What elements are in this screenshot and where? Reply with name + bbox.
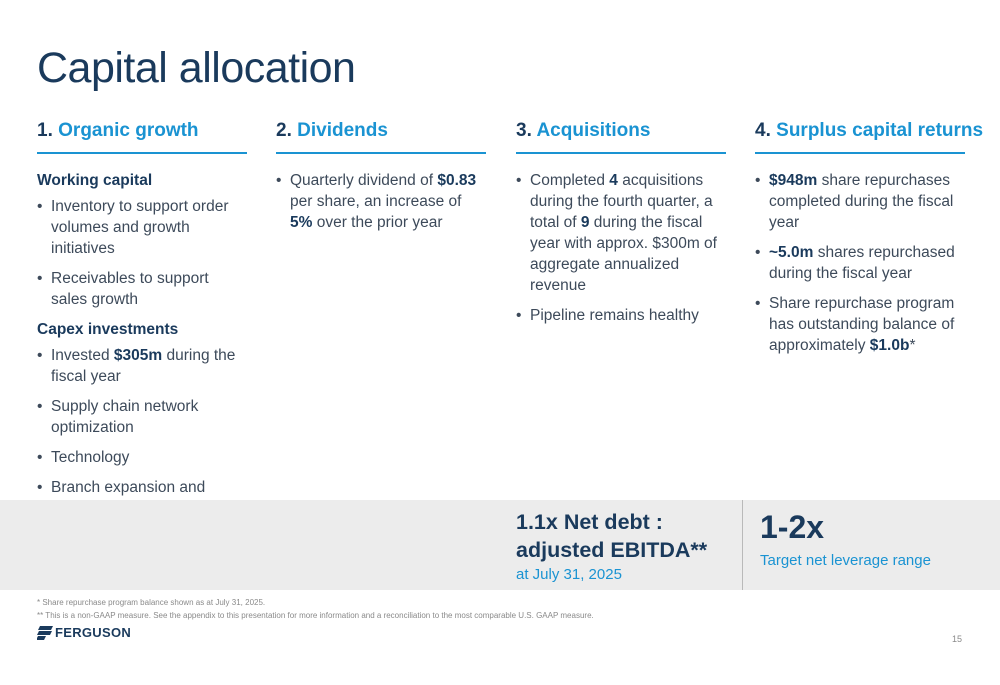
metrics-divider	[742, 500, 743, 590]
bullet-item: $948m share repurchases completed during…	[755, 170, 965, 233]
target-leverage-metric: 1-2x Target net leverage range	[760, 508, 980, 569]
subheading-working-capital: Working capital	[37, 172, 153, 189]
bullet-item: Quarterly dividend of $0.83 per share, a…	[276, 170, 486, 233]
column-surplus-capital-returns: 4. Surplus capital returns $948m share r…	[755, 120, 983, 365]
heading-text: Dividends	[297, 120, 388, 141]
bullet-item: Invested $305m during the fiscal year	[37, 345, 247, 387]
bullet-item: Technology	[37, 447, 247, 468]
bullet-item: Pipeline remains healthy	[516, 305, 726, 326]
highlight-value: $305m	[113, 347, 163, 364]
column-heading: 4. Surplus capital returns	[755, 120, 983, 154]
bullet-list: Inventory to support order volumes and g…	[37, 196, 247, 310]
bullet-list: Invested $305m during the fiscal year Su…	[37, 345, 247, 519]
subheading-capex: Capex investments	[37, 321, 179, 338]
column-acquisitions: 3. Acquisitions Completed 4 acquisitions…	[516, 120, 726, 335]
bullet-item: Share repurchase program has outstanding…	[755, 293, 965, 356]
heading-text: Organic growth	[58, 120, 199, 141]
highlight-value: $0.83	[437, 172, 477, 189]
footnote-2: ** This is a non-GAAP measure. See the a…	[37, 611, 594, 620]
highlight-value: 9	[580, 214, 590, 231]
leverage-line-2: adjusted EBITDA**	[516, 538, 708, 562]
highlight-value: 4	[609, 172, 618, 189]
bullet-list: Completed 4 acquisitions during the four…	[516, 170, 726, 326]
target-label: Target net leverage range	[760, 552, 931, 569]
heading-text: Acquisitions	[536, 120, 651, 141]
net-leverage-metric: 1.1x Net debt : adjusted EBITDA** at Jul…	[516, 508, 736, 583]
logo-wordmark: FERGUSON	[55, 625, 132, 640]
bullet-item: Supply chain network optimization	[37, 396, 247, 438]
footnote-1: * Share repurchase program balance shown…	[37, 598, 266, 607]
leverage-line-1: 1.1x Net debt :	[516, 510, 663, 534]
logo-mark-icon	[37, 625, 53, 640]
bullet-list: $948m share repurchases completed during…	[755, 170, 965, 356]
column-heading: 1. Organic growth	[37, 120, 247, 154]
column-heading: 3. Acquisitions	[516, 120, 726, 154]
bullet-item: Completed 4 acquisitions during the four…	[516, 170, 726, 296]
bullet-item: Receivables to support sales growth	[37, 268, 247, 310]
metrics-band	[0, 500, 1000, 590]
bullet-list: Quarterly dividend of $0.83 per share, a…	[276, 170, 486, 233]
column-heading: 2. Dividends	[276, 120, 486, 154]
heading-text: Surplus capital returns	[776, 120, 984, 141]
column-dividends: 2. Dividends Quarterly dividend of $0.83…	[276, 120, 486, 242]
highlight-value: ~5.0m	[769, 244, 814, 261]
page-number: 15	[952, 634, 963, 644]
ferguson-logo: FERGUSON	[37, 625, 131, 640]
heading-number: 1.	[37, 120, 53, 141]
bullet-item: ~5.0m shares repurchased during the fisc…	[755, 242, 965, 284]
leverage-date: at July 31, 2025	[516, 566, 622, 583]
highlight-value: $1.0b	[869, 337, 910, 354]
bullet-item: Inventory to support order volumes and g…	[37, 196, 247, 259]
page-title: Capital allocation	[37, 44, 356, 92]
heading-number: 3.	[516, 120, 532, 141]
target-value: 1-2x	[760, 509, 825, 545]
heading-number: 2.	[276, 120, 292, 141]
column-organic-growth: 1. Organic growth Working capital Invent…	[37, 120, 247, 528]
heading-number: 4.	[755, 120, 771, 141]
highlight-value: $948m	[769, 172, 818, 189]
highlight-value: 5%	[290, 214, 313, 231]
